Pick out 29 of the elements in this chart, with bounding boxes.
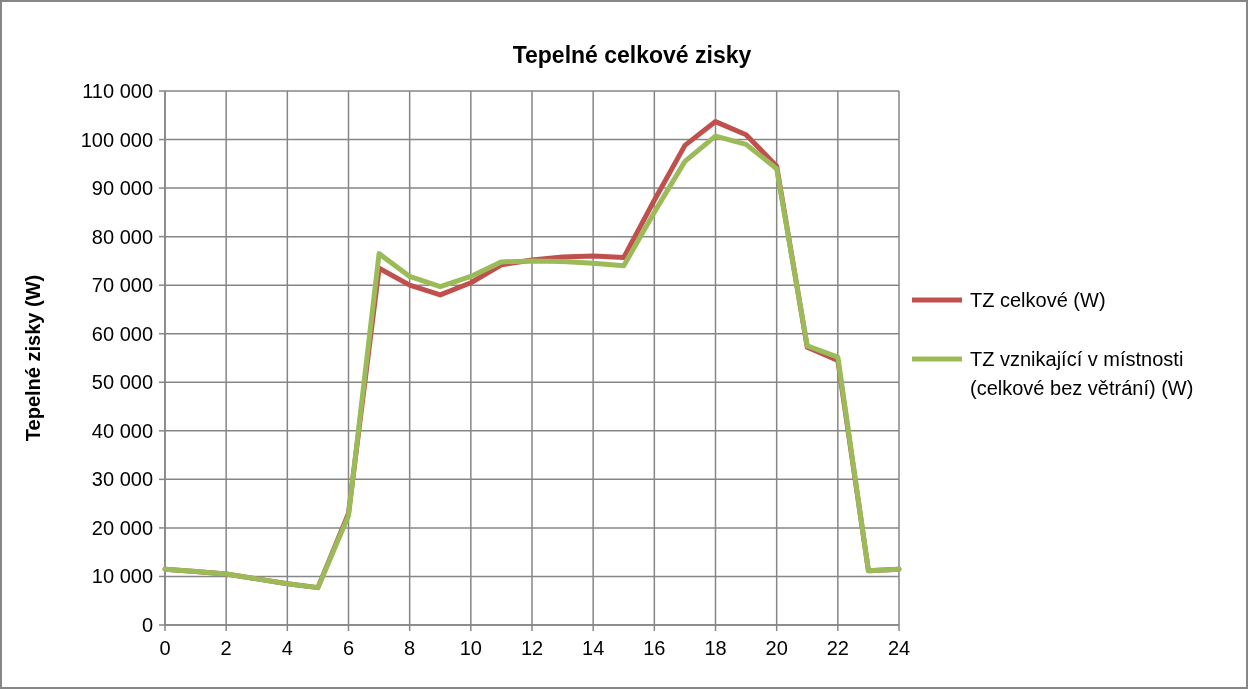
x-tick-label: 24 (887, 637, 911, 659)
y-tick-label: 10 000 (91, 565, 153, 588)
y-axis-title: Tepelné zisky (W) (22, 274, 44, 442)
y-tick-label: 30 000 (91, 468, 153, 491)
x-tick-label: 6 (342, 637, 355, 659)
x-tick-label: 12 (520, 637, 544, 659)
y-tick-label: 50 000 (91, 371, 153, 394)
x-tick-label: 20 (765, 637, 788, 659)
legend-label: TZ vznikající v místnosti (celkové bez větrání) (W) (970, 348, 1194, 399)
y-tick-label: 100 000 (80, 128, 153, 151)
chart-title: Tepelné celkové zisky (512, 42, 752, 68)
legend-label: TZ celkové (W) (970, 289, 1106, 311)
x-tick-label: 16 (643, 637, 666, 659)
x-tick-label: 2 (220, 637, 232, 659)
y-tick-label: 0 (141, 614, 153, 636)
x-tick-label: 0 (159, 637, 171, 659)
y-tick-label: 20 000 (91, 516, 153, 539)
x-tick-label: 10 (459, 637, 482, 659)
x-tick-label: 8 (404, 637, 416, 659)
y-tick-label: 40 000 (91, 419, 153, 442)
y-tick-label: 60 000 (91, 322, 153, 345)
y-tick-label: 110 000 (82, 80, 153, 102)
y-tick-label: 90 000 (91, 177, 153, 200)
y-tick-label: 70 000 (91, 274, 153, 297)
x-tick-label: 22 (826, 637, 849, 659)
y-tick-label: 80 000 (91, 225, 153, 248)
x-tick-label: 18 (704, 637, 727, 659)
x-tick-label: 14 (582, 637, 605, 659)
x-tick-label: 4 (281, 637, 293, 659)
